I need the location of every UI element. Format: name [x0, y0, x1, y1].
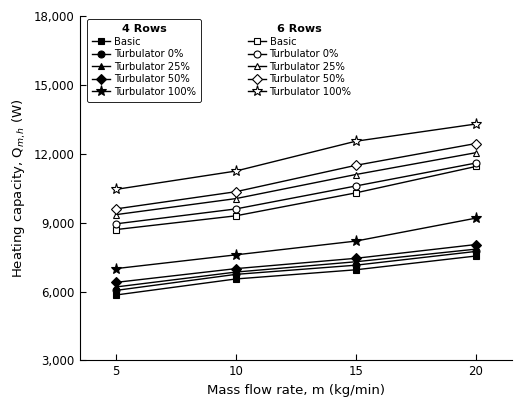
X-axis label: Mass flow rate, m (kg/min): Mass flow rate, m (kg/min) [207, 384, 385, 397]
Legend: Basic, Turbulator 0%, Turbulator 25%, Turbulator 50%, Turbulator 100%: Basic, Turbulator 0%, Turbulator 25%, Tu… [243, 19, 357, 102]
Y-axis label: Heating capacity, Q$_{m,h}$ (W): Heating capacity, Q$_{m,h}$ (W) [11, 98, 28, 278]
